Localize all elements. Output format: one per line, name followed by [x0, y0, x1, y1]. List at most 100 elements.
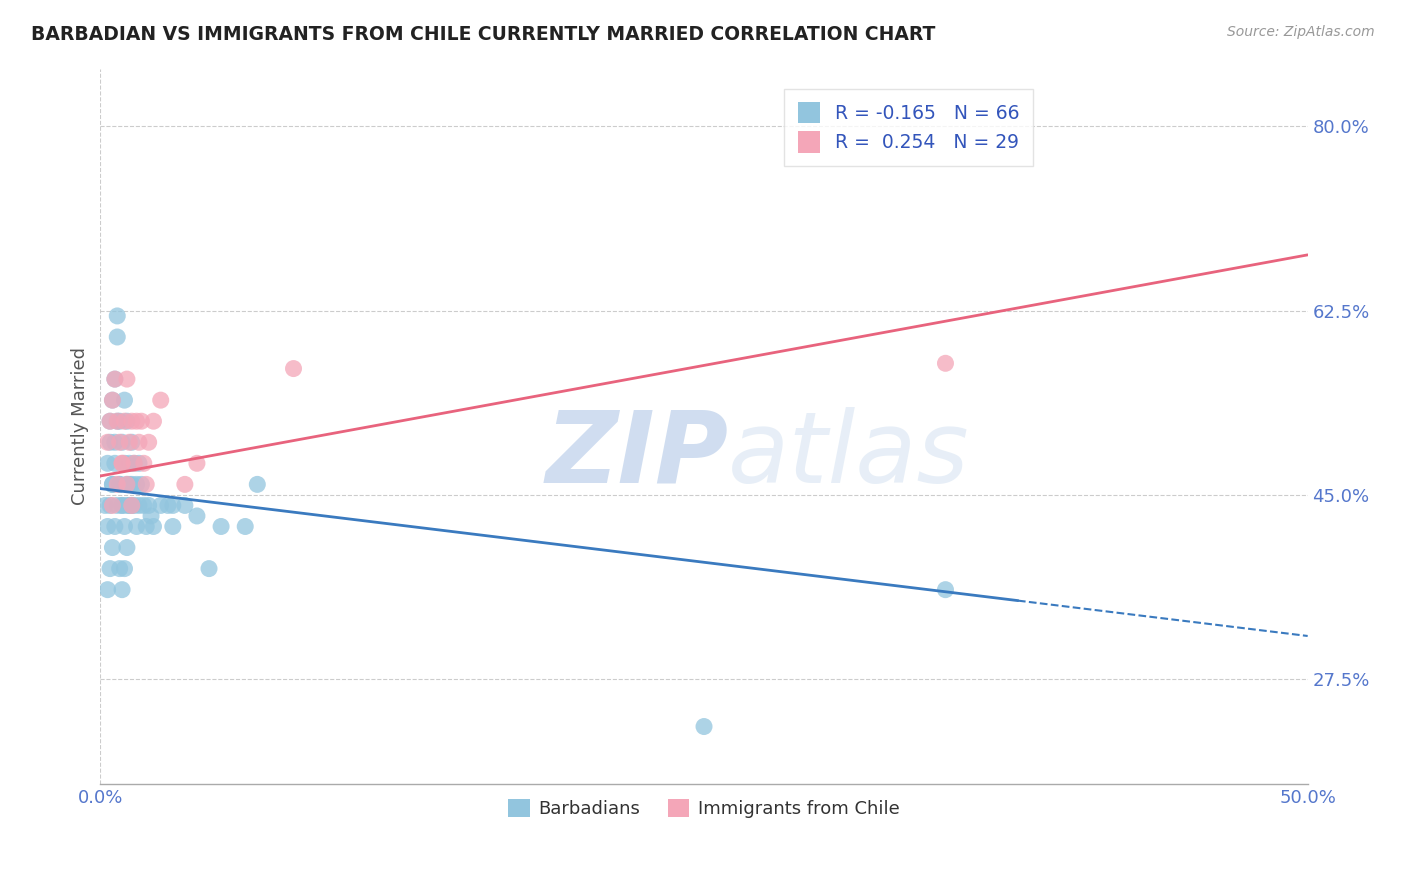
Text: atlas: atlas	[728, 407, 970, 504]
Point	[104, 435, 127, 450]
Point	[114, 519, 136, 533]
Point	[132, 499, 155, 513]
Point	[118, 456, 141, 470]
Point	[114, 561, 136, 575]
Point	[121, 477, 143, 491]
Point	[122, 456, 145, 470]
Point	[115, 477, 138, 491]
Point	[98, 414, 121, 428]
Point	[131, 414, 153, 428]
Point	[104, 372, 127, 386]
Point	[97, 519, 120, 533]
Point	[98, 499, 121, 513]
Point	[156, 499, 179, 513]
Point	[209, 519, 232, 533]
Point	[111, 499, 134, 513]
Point	[125, 519, 148, 533]
Point	[121, 414, 143, 428]
Point	[111, 456, 134, 470]
Text: Source: ZipAtlas.com: Source: ZipAtlas.com	[1227, 25, 1375, 39]
Point	[233, 519, 256, 533]
Point	[105, 499, 128, 513]
Point	[105, 477, 128, 491]
Point	[111, 582, 134, 597]
Point	[125, 477, 148, 491]
Point	[111, 499, 134, 513]
Point	[115, 414, 138, 428]
Point	[108, 477, 131, 491]
Point	[104, 456, 127, 470]
Point	[115, 477, 138, 491]
Point	[108, 414, 131, 428]
Point	[125, 414, 148, 428]
Point	[118, 477, 141, 491]
Point	[97, 582, 120, 597]
Point	[131, 477, 153, 491]
Point	[693, 719, 716, 733]
Point	[101, 477, 124, 491]
Point	[108, 477, 131, 491]
Point	[122, 456, 145, 470]
Point	[101, 541, 124, 555]
Text: BARBADIAN VS IMMIGRANTS FROM CHILE CURRENTLY MARRIED CORRELATION CHART: BARBADIAN VS IMMIGRANTS FROM CHILE CURRE…	[31, 25, 935, 44]
Point	[135, 477, 157, 491]
Point	[934, 356, 956, 370]
Point	[142, 519, 165, 533]
Point	[138, 435, 160, 450]
Point	[114, 414, 136, 428]
Point	[173, 499, 195, 513]
Point	[105, 414, 128, 428]
Point	[105, 330, 128, 344]
Point	[139, 508, 162, 523]
Point	[101, 393, 124, 408]
Point	[101, 393, 124, 408]
Point	[108, 435, 131, 450]
Point	[114, 393, 136, 408]
Point	[97, 456, 120, 470]
Point	[162, 519, 184, 533]
Text: ZIP: ZIP	[546, 407, 728, 504]
Point	[128, 456, 150, 470]
Point	[198, 561, 221, 575]
Point	[934, 582, 956, 597]
Point	[101, 499, 124, 513]
Point	[118, 435, 141, 450]
Point	[115, 541, 138, 555]
Point	[98, 414, 121, 428]
Point	[122, 499, 145, 513]
Point	[114, 456, 136, 470]
Point	[186, 456, 208, 470]
Point	[104, 519, 127, 533]
Point	[105, 414, 128, 428]
Point	[283, 361, 305, 376]
Point	[121, 435, 143, 450]
Point	[186, 508, 208, 523]
Point	[98, 435, 121, 450]
Point	[162, 499, 184, 513]
Point	[149, 393, 172, 408]
Point	[121, 499, 143, 513]
Point	[118, 499, 141, 513]
Point	[104, 372, 127, 386]
Point	[94, 499, 117, 513]
Point	[173, 477, 195, 491]
Point	[98, 561, 121, 575]
Point	[246, 477, 269, 491]
Point	[111, 435, 134, 450]
Point	[108, 561, 131, 575]
Point	[121, 499, 143, 513]
Point	[97, 435, 120, 450]
Point	[105, 309, 128, 323]
Point	[111, 456, 134, 470]
Legend: Barbadians, Immigrants from Chile: Barbadians, Immigrants from Chile	[501, 792, 907, 825]
Point	[142, 414, 165, 428]
Point	[128, 435, 150, 450]
Point	[135, 519, 157, 533]
Point	[115, 499, 138, 513]
Point	[115, 372, 138, 386]
Point	[138, 499, 160, 513]
Point	[128, 499, 150, 513]
Point	[101, 477, 124, 491]
Point	[149, 499, 172, 513]
Y-axis label: Currently Married: Currently Married	[72, 348, 89, 506]
